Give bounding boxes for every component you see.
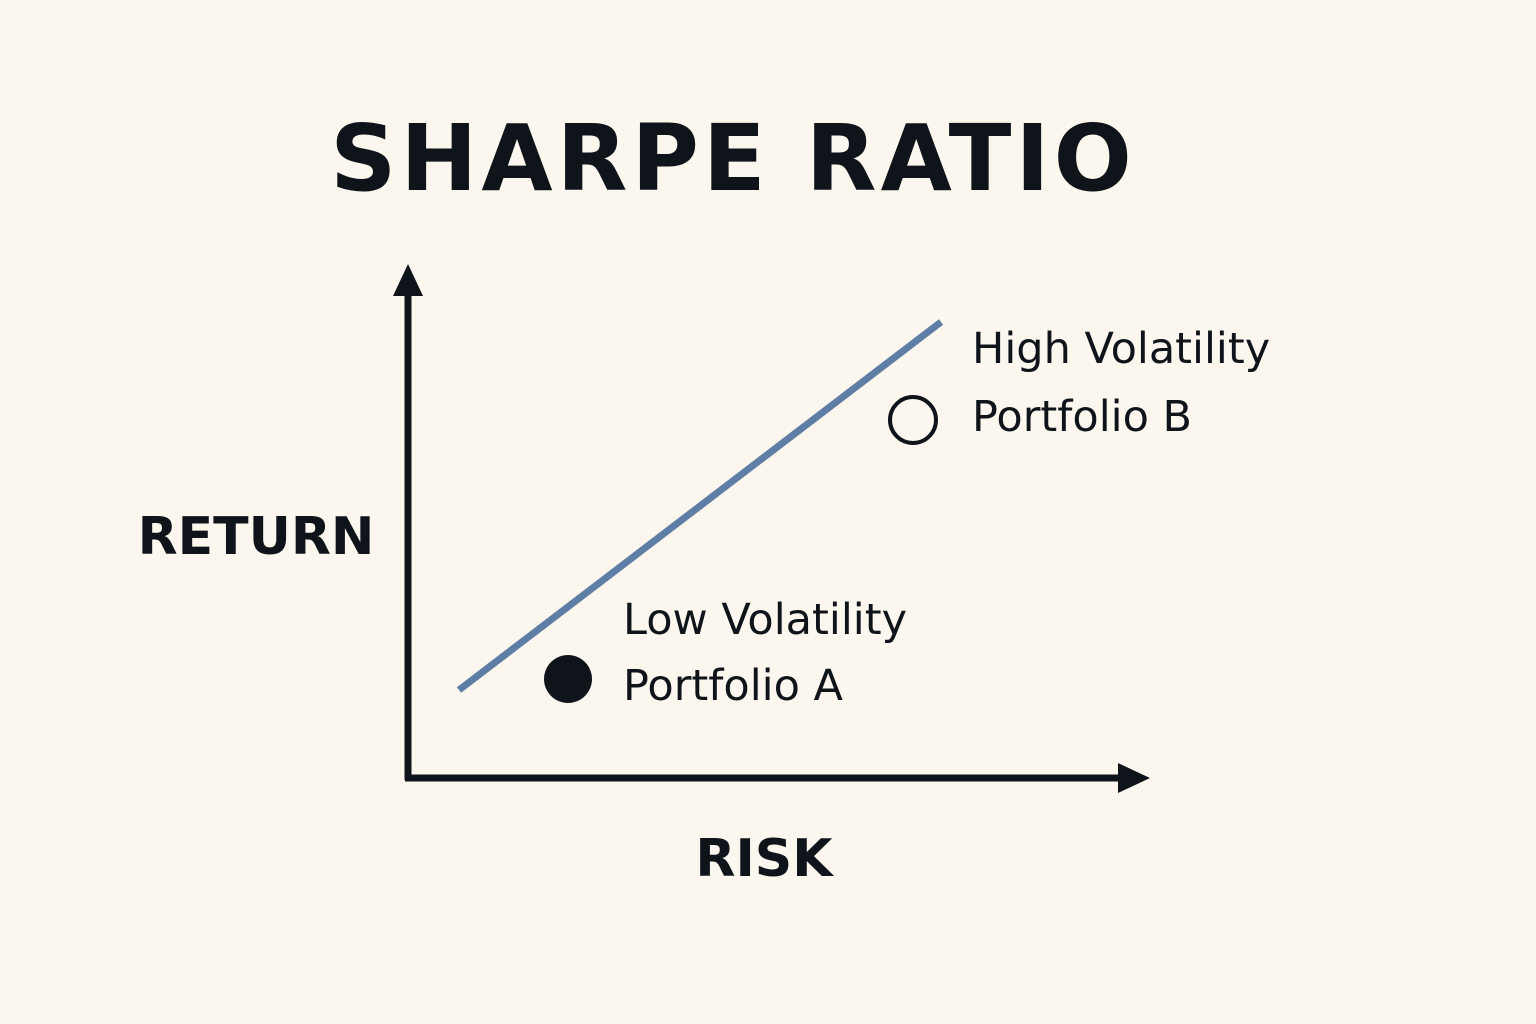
x-axis-arrowhead xyxy=(1118,763,1150,793)
portfolio-b-label-line1: High Volatility xyxy=(972,324,1270,374)
x-axis-label: RISK xyxy=(695,829,834,889)
portfolio-a-marker xyxy=(544,655,592,703)
portfolio-a-label-line2: Portfolio A xyxy=(623,661,844,711)
y-axis-label: RETURN xyxy=(138,507,375,567)
y-axis-arrowhead xyxy=(393,264,423,296)
trend-line xyxy=(456,319,944,693)
diagram-title: SHARPE RATIO xyxy=(330,105,1136,212)
portfolio-b-label-line2: Portfolio B xyxy=(972,392,1192,442)
portfolio-b-marker xyxy=(888,395,938,445)
portfolio-a-label-line1: Low Volatility xyxy=(623,595,907,645)
